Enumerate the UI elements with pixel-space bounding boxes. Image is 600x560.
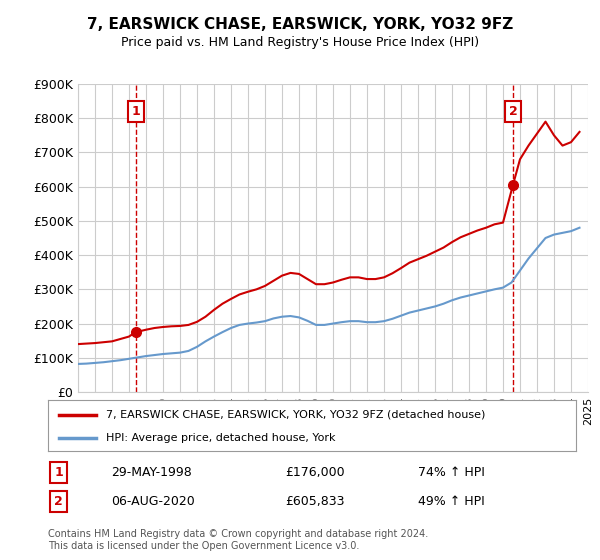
Text: HPI: Average price, detached house, York: HPI: Average price, detached house, York	[106, 433, 335, 443]
Text: 74% ↑ HPI: 74% ↑ HPI	[418, 466, 484, 479]
Text: 7, EARSWICK CHASE, EARSWICK, YORK, YO32 9FZ: 7, EARSWICK CHASE, EARSWICK, YORK, YO32 …	[87, 17, 513, 32]
Text: Price paid vs. HM Land Registry's House Price Index (HPI): Price paid vs. HM Land Registry's House …	[121, 36, 479, 49]
Text: 7, EARSWICK CHASE, EARSWICK, YORK, YO32 9FZ (detached house): 7, EARSWICK CHASE, EARSWICK, YORK, YO32 …	[106, 409, 485, 419]
Text: 1: 1	[54, 466, 63, 479]
Text: 2: 2	[54, 495, 63, 508]
Text: 29-MAY-1998: 29-MAY-1998	[112, 466, 192, 479]
Text: Contains HM Land Registry data © Crown copyright and database right 2024.
This d: Contains HM Land Registry data © Crown c…	[48, 529, 428, 551]
Text: £176,000: £176,000	[286, 466, 345, 479]
Text: 49% ↑ HPI: 49% ↑ HPI	[418, 495, 484, 508]
Text: 1: 1	[131, 105, 140, 118]
Text: 06-AUG-2020: 06-AUG-2020	[112, 495, 195, 508]
Text: £605,833: £605,833	[286, 495, 345, 508]
Text: 2: 2	[509, 105, 517, 118]
